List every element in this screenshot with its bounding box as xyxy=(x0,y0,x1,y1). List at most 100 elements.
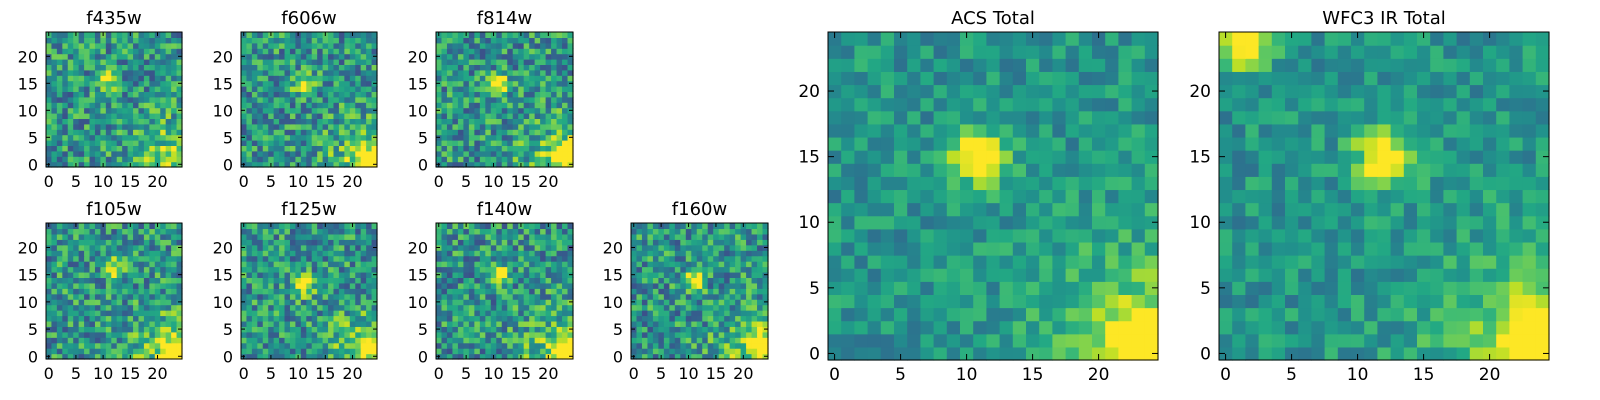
heatmap-cell xyxy=(496,250,503,257)
heatmap-cell xyxy=(349,150,356,157)
heatmap-cell xyxy=(268,113,275,119)
heatmap-cell xyxy=(457,233,464,240)
heatmap-cell xyxy=(338,123,345,130)
heatmap-cell xyxy=(647,277,654,284)
heatmap-cell xyxy=(111,113,118,119)
heatmap-cell xyxy=(652,337,659,344)
heatmap-cell xyxy=(94,37,101,44)
heatmap-cell xyxy=(523,266,530,273)
heatmap-cell xyxy=(251,326,258,333)
heatmap-cell xyxy=(171,320,178,327)
heatmap-cell xyxy=(1105,163,1119,177)
heatmap-cell xyxy=(674,239,681,246)
heatmap-cell xyxy=(84,250,91,257)
heatmap-cell xyxy=(512,102,519,109)
heatmap-cell xyxy=(111,91,118,98)
heatmap-cell xyxy=(452,69,459,76)
heatmap-cell xyxy=(295,310,302,317)
heatmap-cell xyxy=(284,53,291,60)
heatmap-cell xyxy=(518,140,525,146)
heatmap-cell xyxy=(317,244,324,251)
heatmap-cell xyxy=(138,32,145,38)
heatmap-cell xyxy=(452,315,459,322)
heatmap-cell xyxy=(51,228,58,235)
heatmap-cell xyxy=(674,277,681,284)
y-tick-label: 15 xyxy=(18,266,38,285)
heatmap-cell xyxy=(322,293,329,300)
heatmap-cell xyxy=(452,266,459,273)
heatmap-cell xyxy=(534,140,541,146)
heatmap-cell xyxy=(328,320,335,327)
heatmap-cell xyxy=(333,271,340,278)
heatmap-cell xyxy=(122,271,129,278)
heatmap-cell xyxy=(718,304,725,311)
heatmap-cell xyxy=(349,310,356,317)
heatmap-cell xyxy=(479,331,486,338)
heatmap-cell xyxy=(138,59,145,65)
heatmap-cell xyxy=(171,129,178,136)
heatmap-cell xyxy=(468,64,475,71)
heatmap-cell xyxy=(56,282,63,289)
heatmap-cell xyxy=(496,75,503,82)
heatmap-cell xyxy=(338,96,345,103)
heatmap-cell xyxy=(707,304,714,311)
heatmap-cell xyxy=(854,150,869,164)
heatmap-cell xyxy=(512,75,519,82)
heatmap-cell xyxy=(463,53,470,60)
heatmap-cell xyxy=(746,353,753,360)
heatmap-cell xyxy=(457,348,464,355)
heatmap-cell xyxy=(133,64,140,71)
heatmap-cell xyxy=(751,315,758,322)
heatmap-cell xyxy=(46,129,53,136)
heatmap-cell xyxy=(176,310,183,317)
heatmap-cell xyxy=(257,348,264,355)
heatmap-cell xyxy=(556,277,563,284)
heatmap-cell xyxy=(176,91,183,98)
heatmap-cell xyxy=(663,233,670,240)
heatmap-cell xyxy=(122,255,129,262)
heatmap-cell xyxy=(485,310,492,317)
heatmap-cell xyxy=(540,353,547,360)
heatmap-cell xyxy=(360,53,367,60)
heatmap-cell xyxy=(73,282,80,289)
heatmap-cell xyxy=(133,228,140,235)
heatmap-cell xyxy=(441,161,448,168)
heatmap-cell xyxy=(262,315,269,322)
heatmap-cell xyxy=(295,113,302,119)
heatmap-cell xyxy=(999,255,1014,269)
heatmap-cell xyxy=(165,75,172,82)
heatmap-cell xyxy=(241,310,248,317)
heatmap-cell xyxy=(94,113,101,119)
heatmap-cell xyxy=(474,53,481,60)
heatmap-cell xyxy=(111,250,118,257)
heatmap-cell xyxy=(84,140,91,146)
heatmap-cell xyxy=(501,161,508,168)
heatmap-cell xyxy=(295,107,302,114)
heatmap-cell xyxy=(133,107,140,114)
heatmap-cell xyxy=(523,310,530,317)
heatmap-cell xyxy=(94,75,101,82)
heatmap-cell xyxy=(317,134,324,141)
heatmap-cell xyxy=(366,37,373,44)
heatmap-cell xyxy=(485,233,492,240)
heatmap-cell xyxy=(652,310,659,317)
heatmap-cell xyxy=(366,134,373,141)
heatmap-cell xyxy=(545,320,552,327)
heatmap-cell xyxy=(349,96,356,103)
heatmap-cell xyxy=(111,53,118,60)
heatmap-cell xyxy=(523,59,530,65)
heatmap-cell xyxy=(84,53,91,60)
heatmap-cell xyxy=(762,288,769,295)
heatmap-cell xyxy=(317,261,324,268)
heatmap-cell xyxy=(468,250,475,257)
heatmap-cell xyxy=(56,42,63,49)
heatmap-cell xyxy=(78,75,85,82)
heatmap-cell xyxy=(680,239,687,246)
heatmap-cell xyxy=(490,348,497,355)
x-tick-label: 5 xyxy=(461,172,471,191)
heatmap-cell xyxy=(1065,346,1080,361)
heatmap-cell xyxy=(729,342,736,349)
heatmap-cell xyxy=(751,326,758,333)
heatmap-cell xyxy=(127,150,134,157)
heatmap-cell xyxy=(328,233,335,240)
